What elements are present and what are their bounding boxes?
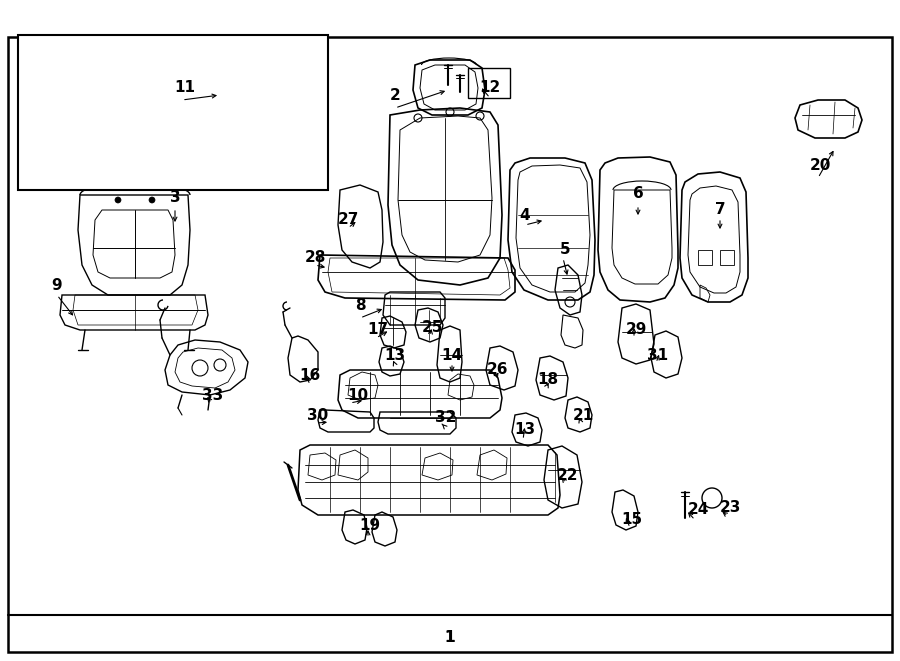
Text: 15: 15 — [621, 512, 643, 527]
Text: 33: 33 — [202, 387, 223, 403]
Text: 25: 25 — [421, 321, 443, 336]
Text: 18: 18 — [537, 373, 559, 387]
Text: 14: 14 — [441, 348, 463, 362]
Text: 7: 7 — [715, 202, 725, 217]
Text: 22: 22 — [557, 467, 579, 483]
Text: 19: 19 — [359, 518, 381, 533]
Bar — [18, 35, 328, 190]
Text: 31: 31 — [647, 348, 669, 362]
Text: 32: 32 — [436, 410, 456, 426]
Text: 1: 1 — [445, 631, 455, 646]
Text: 10: 10 — [347, 387, 369, 403]
Text: 3: 3 — [170, 190, 180, 206]
Text: 23: 23 — [719, 500, 741, 516]
Text: 26: 26 — [486, 362, 508, 377]
Text: 2: 2 — [390, 87, 400, 102]
Circle shape — [115, 197, 121, 203]
Text: 20: 20 — [809, 157, 831, 173]
Text: 13: 13 — [515, 422, 536, 438]
Text: 13: 13 — [384, 348, 406, 362]
Text: 8: 8 — [355, 297, 365, 313]
Text: 16: 16 — [300, 368, 320, 383]
Circle shape — [149, 197, 155, 203]
Text: 5: 5 — [560, 243, 571, 258]
Text: 21: 21 — [572, 407, 594, 422]
Text: 12: 12 — [480, 81, 500, 95]
Text: 29: 29 — [626, 323, 647, 338]
Text: 27: 27 — [338, 212, 359, 227]
Text: 24: 24 — [688, 502, 708, 518]
Text: 11: 11 — [175, 81, 195, 95]
Text: 1: 1 — [445, 631, 455, 646]
Text: 4: 4 — [519, 208, 530, 223]
Text: 30: 30 — [308, 407, 328, 422]
Text: 6: 6 — [633, 186, 643, 200]
Text: 9: 9 — [51, 278, 62, 293]
Text: 17: 17 — [367, 323, 389, 338]
Text: 28: 28 — [304, 251, 326, 266]
